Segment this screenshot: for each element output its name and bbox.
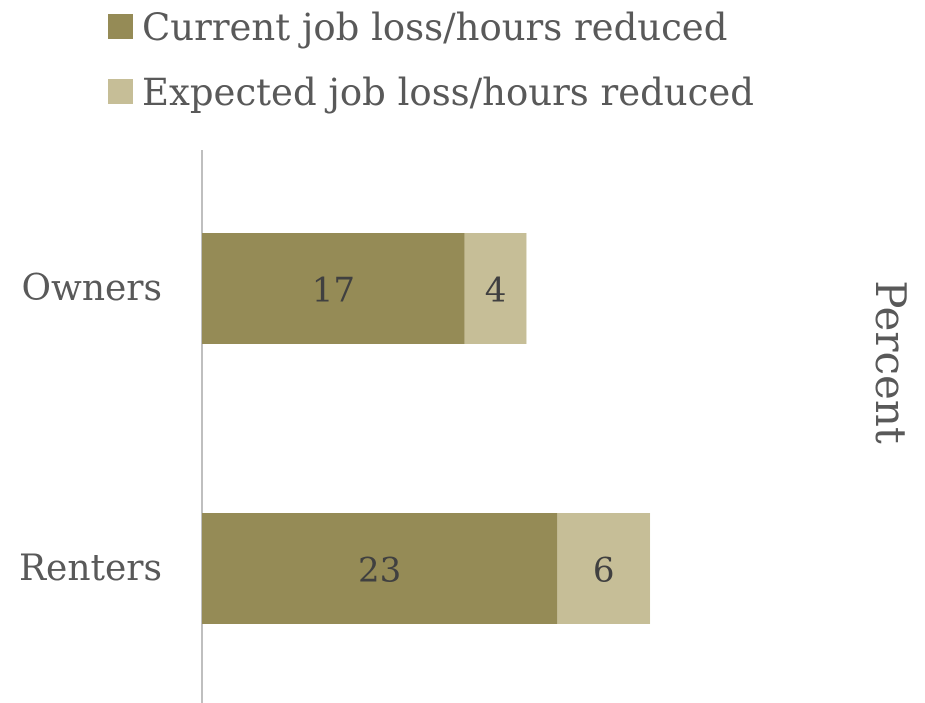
data-label-owners-current: 17 xyxy=(312,271,355,311)
legend-swatch-expected xyxy=(108,79,133,104)
bar-renters-current xyxy=(202,513,558,624)
legend-label-expected: Expected job loss/hours reduced xyxy=(142,71,754,114)
data-label-renters-expected: 6 xyxy=(593,551,615,591)
legend: Current job loss/hours reduced Expected … xyxy=(108,6,754,114)
x-axis-title: Percent xyxy=(866,280,915,444)
category-label-owners: Owners xyxy=(21,268,162,309)
legend-label-current: Current job loss/hours reduced xyxy=(142,6,727,49)
bar-renters-expected xyxy=(557,513,651,624)
legend-swatch-current xyxy=(108,14,133,39)
bar-owners-current xyxy=(202,233,465,344)
category-label-renters: Renters xyxy=(19,548,162,589)
data-label-owners-expected: 4 xyxy=(485,271,507,311)
bars-group xyxy=(202,233,651,624)
data-labels: 17 4 23 6 xyxy=(312,271,615,591)
bar-owners-expected xyxy=(464,233,527,344)
data-label-renters-current: 23 xyxy=(358,551,401,591)
category-labels: Owners Renters xyxy=(19,268,162,589)
